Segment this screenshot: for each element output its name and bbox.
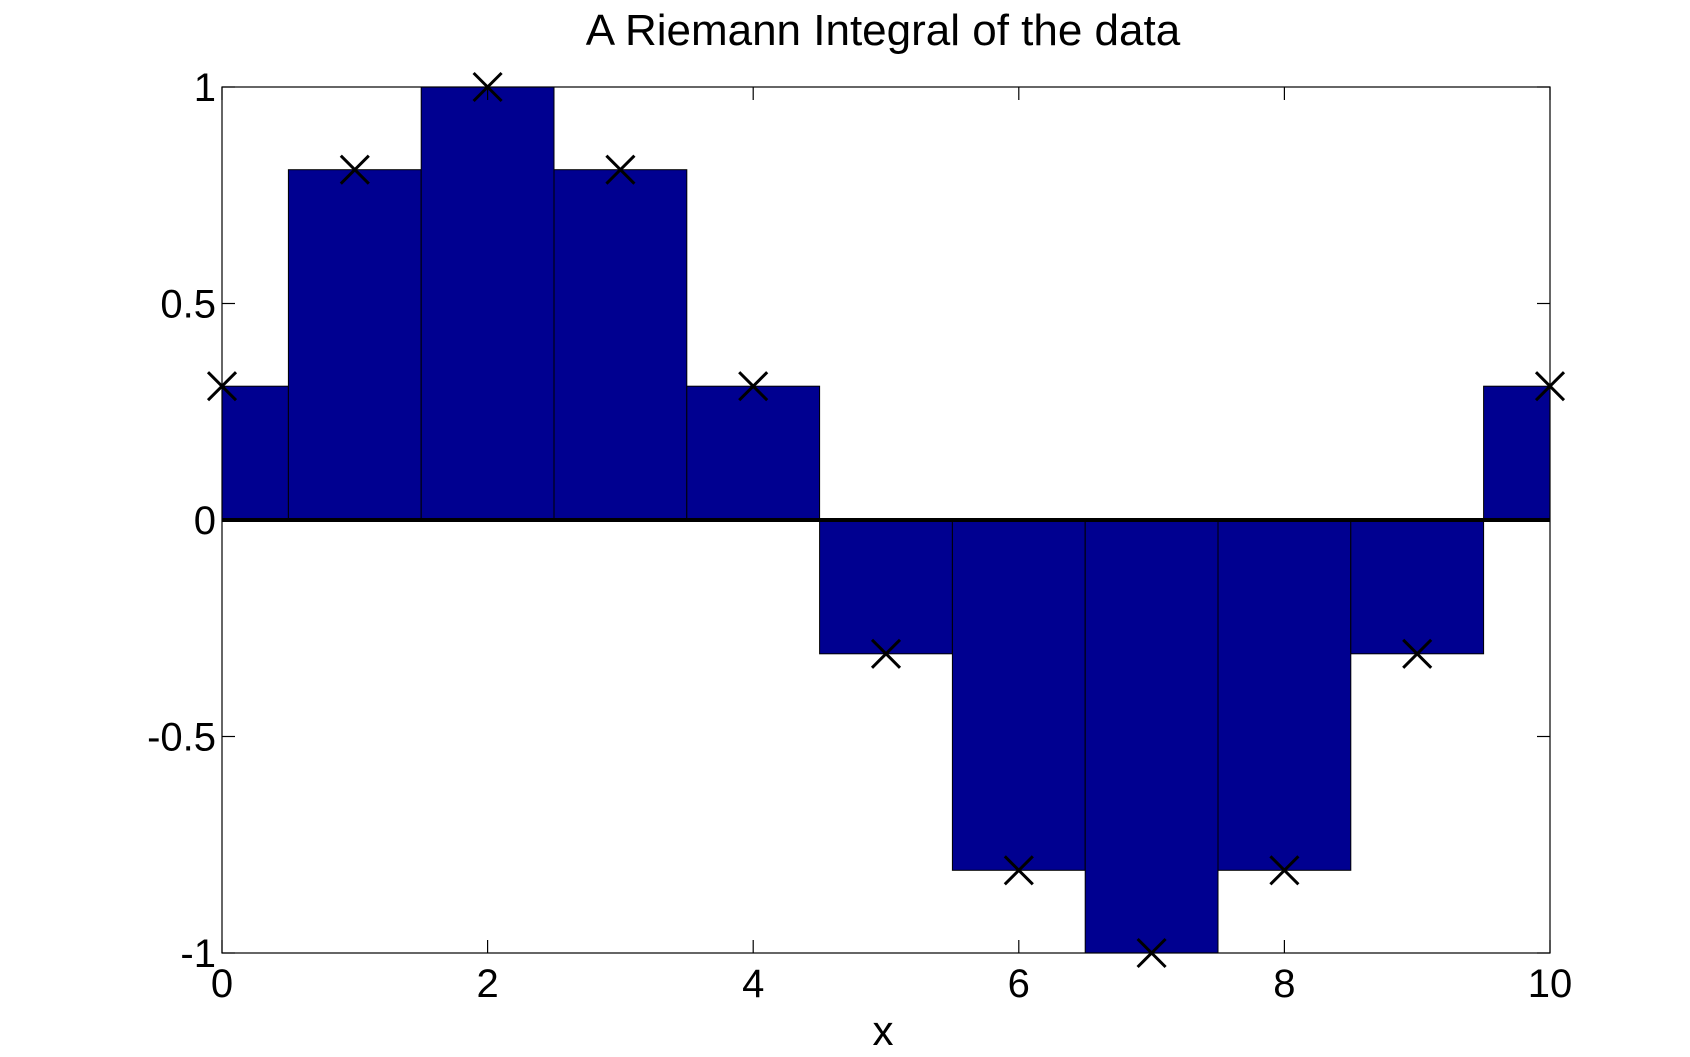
bar-0	[222, 385, 289, 521]
x-tick-label: 6	[1008, 962, 1030, 1006]
x-marker-0	[206, 371, 238, 402]
bar-6	[951, 519, 1086, 871]
y-tick-label: 1	[194, 66, 216, 110]
bar-3	[553, 169, 688, 521]
y-tick-label: 0.5	[160, 283, 216, 327]
bar-4	[686, 385, 821, 521]
x-tick-label: 2	[476, 962, 498, 1006]
bar-1	[287, 169, 422, 521]
x-marker-8	[1269, 855, 1300, 886]
x-tick-label: 4	[742, 962, 764, 1006]
bar-7	[1084, 519, 1219, 953]
x-marker-10	[1534, 371, 1566, 402]
bar-2	[420, 87, 555, 521]
x-marker-4	[738, 371, 769, 402]
x-tick-label: 8	[1273, 962, 1295, 1006]
chart-title: A Riemann Integral of the data	[586, 6, 1181, 55]
y-tick-label: -1	[180, 932, 216, 976]
bar-series	[222, 87, 1550, 953]
x-axis-label: x	[873, 1007, 894, 1054]
axis-ticks: 0 2 4 6 8 10 1 0.5 0 -0.5 -1	[147, 66, 1572, 1006]
x-marker-1	[339, 154, 370, 185]
x-marker-2	[472, 71, 503, 103]
y-tick-label: 0	[194, 499, 216, 543]
x-marker-5	[870, 638, 902, 669]
y-tick-label: -0.5	[147, 716, 216, 760]
bar-5	[819, 519, 953, 655]
x-tick-label: 10	[1528, 962, 1573, 1006]
bar-9	[1350, 519, 1485, 655]
x-marker-9	[1402, 638, 1433, 669]
x-marker-6	[1003, 855, 1034, 886]
x-marker-3	[605, 154, 636, 185]
x-tick-label: 0	[211, 962, 233, 1006]
scatter-series	[206, 71, 1566, 969]
bar-8	[1217, 519, 1352, 871]
x-marker-7	[1136, 937, 1167, 969]
